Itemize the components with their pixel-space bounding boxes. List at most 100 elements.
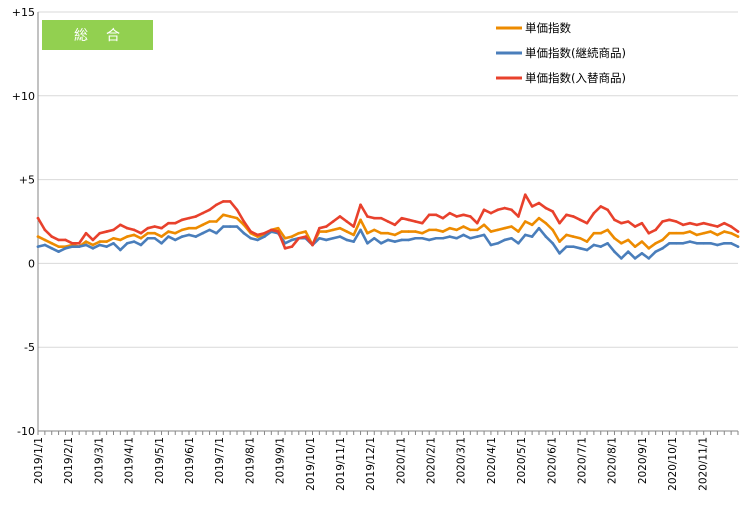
data-point bbox=[249, 230, 253, 233]
data-point bbox=[414, 220, 417, 223]
data-point bbox=[626, 238, 630, 242]
data-point bbox=[661, 247, 664, 250]
data-point bbox=[668, 218, 671, 222]
data-point bbox=[242, 220, 246, 223]
data-point bbox=[482, 208, 486, 212]
data-point bbox=[537, 226, 541, 230]
data-point bbox=[421, 231, 424, 235]
data-point bbox=[503, 206, 506, 210]
data-point bbox=[235, 208, 239, 212]
x-tick-label: 2020/7/1 bbox=[577, 437, 589, 484]
data-point bbox=[57, 238, 60, 242]
data-point bbox=[455, 215, 458, 218]
x-tick-label: 2020/11/1 bbox=[697, 437, 709, 491]
data-point bbox=[290, 245, 294, 248]
data-point bbox=[592, 243, 596, 247]
data-point bbox=[407, 230, 410, 233]
data-point bbox=[455, 228, 458, 232]
data-point bbox=[167, 221, 170, 225]
data-point bbox=[702, 221, 705, 225]
series-lines bbox=[36, 193, 740, 260]
data-point bbox=[71, 241, 74, 245]
data-point bbox=[318, 226, 321, 230]
data-point bbox=[105, 230, 108, 233]
data-point bbox=[716, 225, 719, 228]
data-point bbox=[50, 241, 54, 245]
data-point bbox=[578, 247, 582, 250]
x-tick-label: 2020/3/1 bbox=[456, 437, 468, 484]
data-point bbox=[722, 241, 726, 245]
x-tick-label: 2020/1/1 bbox=[395, 437, 407, 484]
data-point bbox=[688, 230, 692, 233]
data-point bbox=[201, 211, 205, 215]
data-point bbox=[297, 236, 301, 240]
x-tick-label: 2019/3/1 bbox=[93, 437, 105, 484]
data-point bbox=[331, 228, 335, 232]
data-point bbox=[77, 245, 81, 248]
badge-label: 総合 bbox=[74, 28, 138, 44]
data-point bbox=[359, 228, 362, 232]
data-point bbox=[180, 218, 184, 222]
data-point bbox=[510, 208, 513, 212]
x-tick-label: 2019/6/1 bbox=[184, 437, 196, 484]
data-point bbox=[681, 223, 685, 227]
data-point bbox=[125, 226, 129, 230]
data-point bbox=[544, 206, 548, 210]
data-point bbox=[647, 231, 651, 235]
badge: 総合 bbox=[42, 20, 153, 50]
data-point bbox=[736, 245, 740, 248]
data-point bbox=[98, 240, 102, 243]
x-tick-label: 2019/9/1 bbox=[275, 437, 287, 484]
data-point bbox=[215, 231, 218, 235]
data-point bbox=[119, 223, 122, 227]
data-point bbox=[379, 241, 383, 245]
data-point bbox=[201, 231, 205, 235]
x-axis: 2019/1/1 2019/2/1 2019/3/1 2019/4/1 2019/5/1… bbox=[33, 430, 739, 491]
data-point bbox=[228, 225, 232, 228]
data-point bbox=[503, 226, 506, 230]
data-point bbox=[125, 235, 129, 238]
data-point bbox=[372, 236, 376, 240]
data-point bbox=[578, 218, 582, 222]
x-tick-label: 2019/4/1 bbox=[124, 437, 136, 484]
data-point bbox=[386, 238, 390, 242]
data-point bbox=[414, 230, 417, 233]
data-point bbox=[36, 216, 40, 220]
data-point bbox=[475, 235, 479, 238]
data-point bbox=[276, 226, 280, 230]
data-point bbox=[345, 220, 349, 223]
data-point bbox=[187, 226, 191, 230]
data-point bbox=[119, 248, 122, 252]
data-point bbox=[455, 236, 458, 240]
data-point bbox=[160, 241, 163, 245]
data-point bbox=[43, 228, 47, 232]
data-point bbox=[235, 216, 239, 220]
y-tick-label: -5 bbox=[24, 341, 35, 354]
data-point bbox=[695, 223, 699, 227]
data-point bbox=[276, 230, 280, 233]
data-point bbox=[640, 252, 644, 255]
data-point bbox=[523, 233, 527, 237]
data-point bbox=[366, 231, 369, 235]
data-point bbox=[421, 236, 424, 240]
data-point bbox=[36, 235, 40, 238]
x-tick-label: 2020/9/1 bbox=[637, 437, 649, 484]
data-point bbox=[530, 235, 534, 238]
y-axis: +15 +10 +5 0 -5 -10 bbox=[12, 6, 39, 438]
data-point bbox=[475, 228, 479, 232]
data-point bbox=[469, 236, 472, 240]
data-point bbox=[469, 228, 472, 232]
data-point bbox=[599, 205, 603, 208]
data-point bbox=[613, 236, 616, 240]
data-point bbox=[530, 205, 534, 208]
data-point bbox=[228, 215, 232, 218]
data-point bbox=[338, 235, 342, 238]
data-point bbox=[565, 213, 568, 217]
data-point bbox=[98, 243, 102, 247]
data-point bbox=[132, 240, 136, 243]
data-point bbox=[331, 236, 335, 240]
data-point bbox=[160, 226, 163, 230]
data-point bbox=[57, 250, 60, 253]
data-point bbox=[393, 240, 397, 243]
